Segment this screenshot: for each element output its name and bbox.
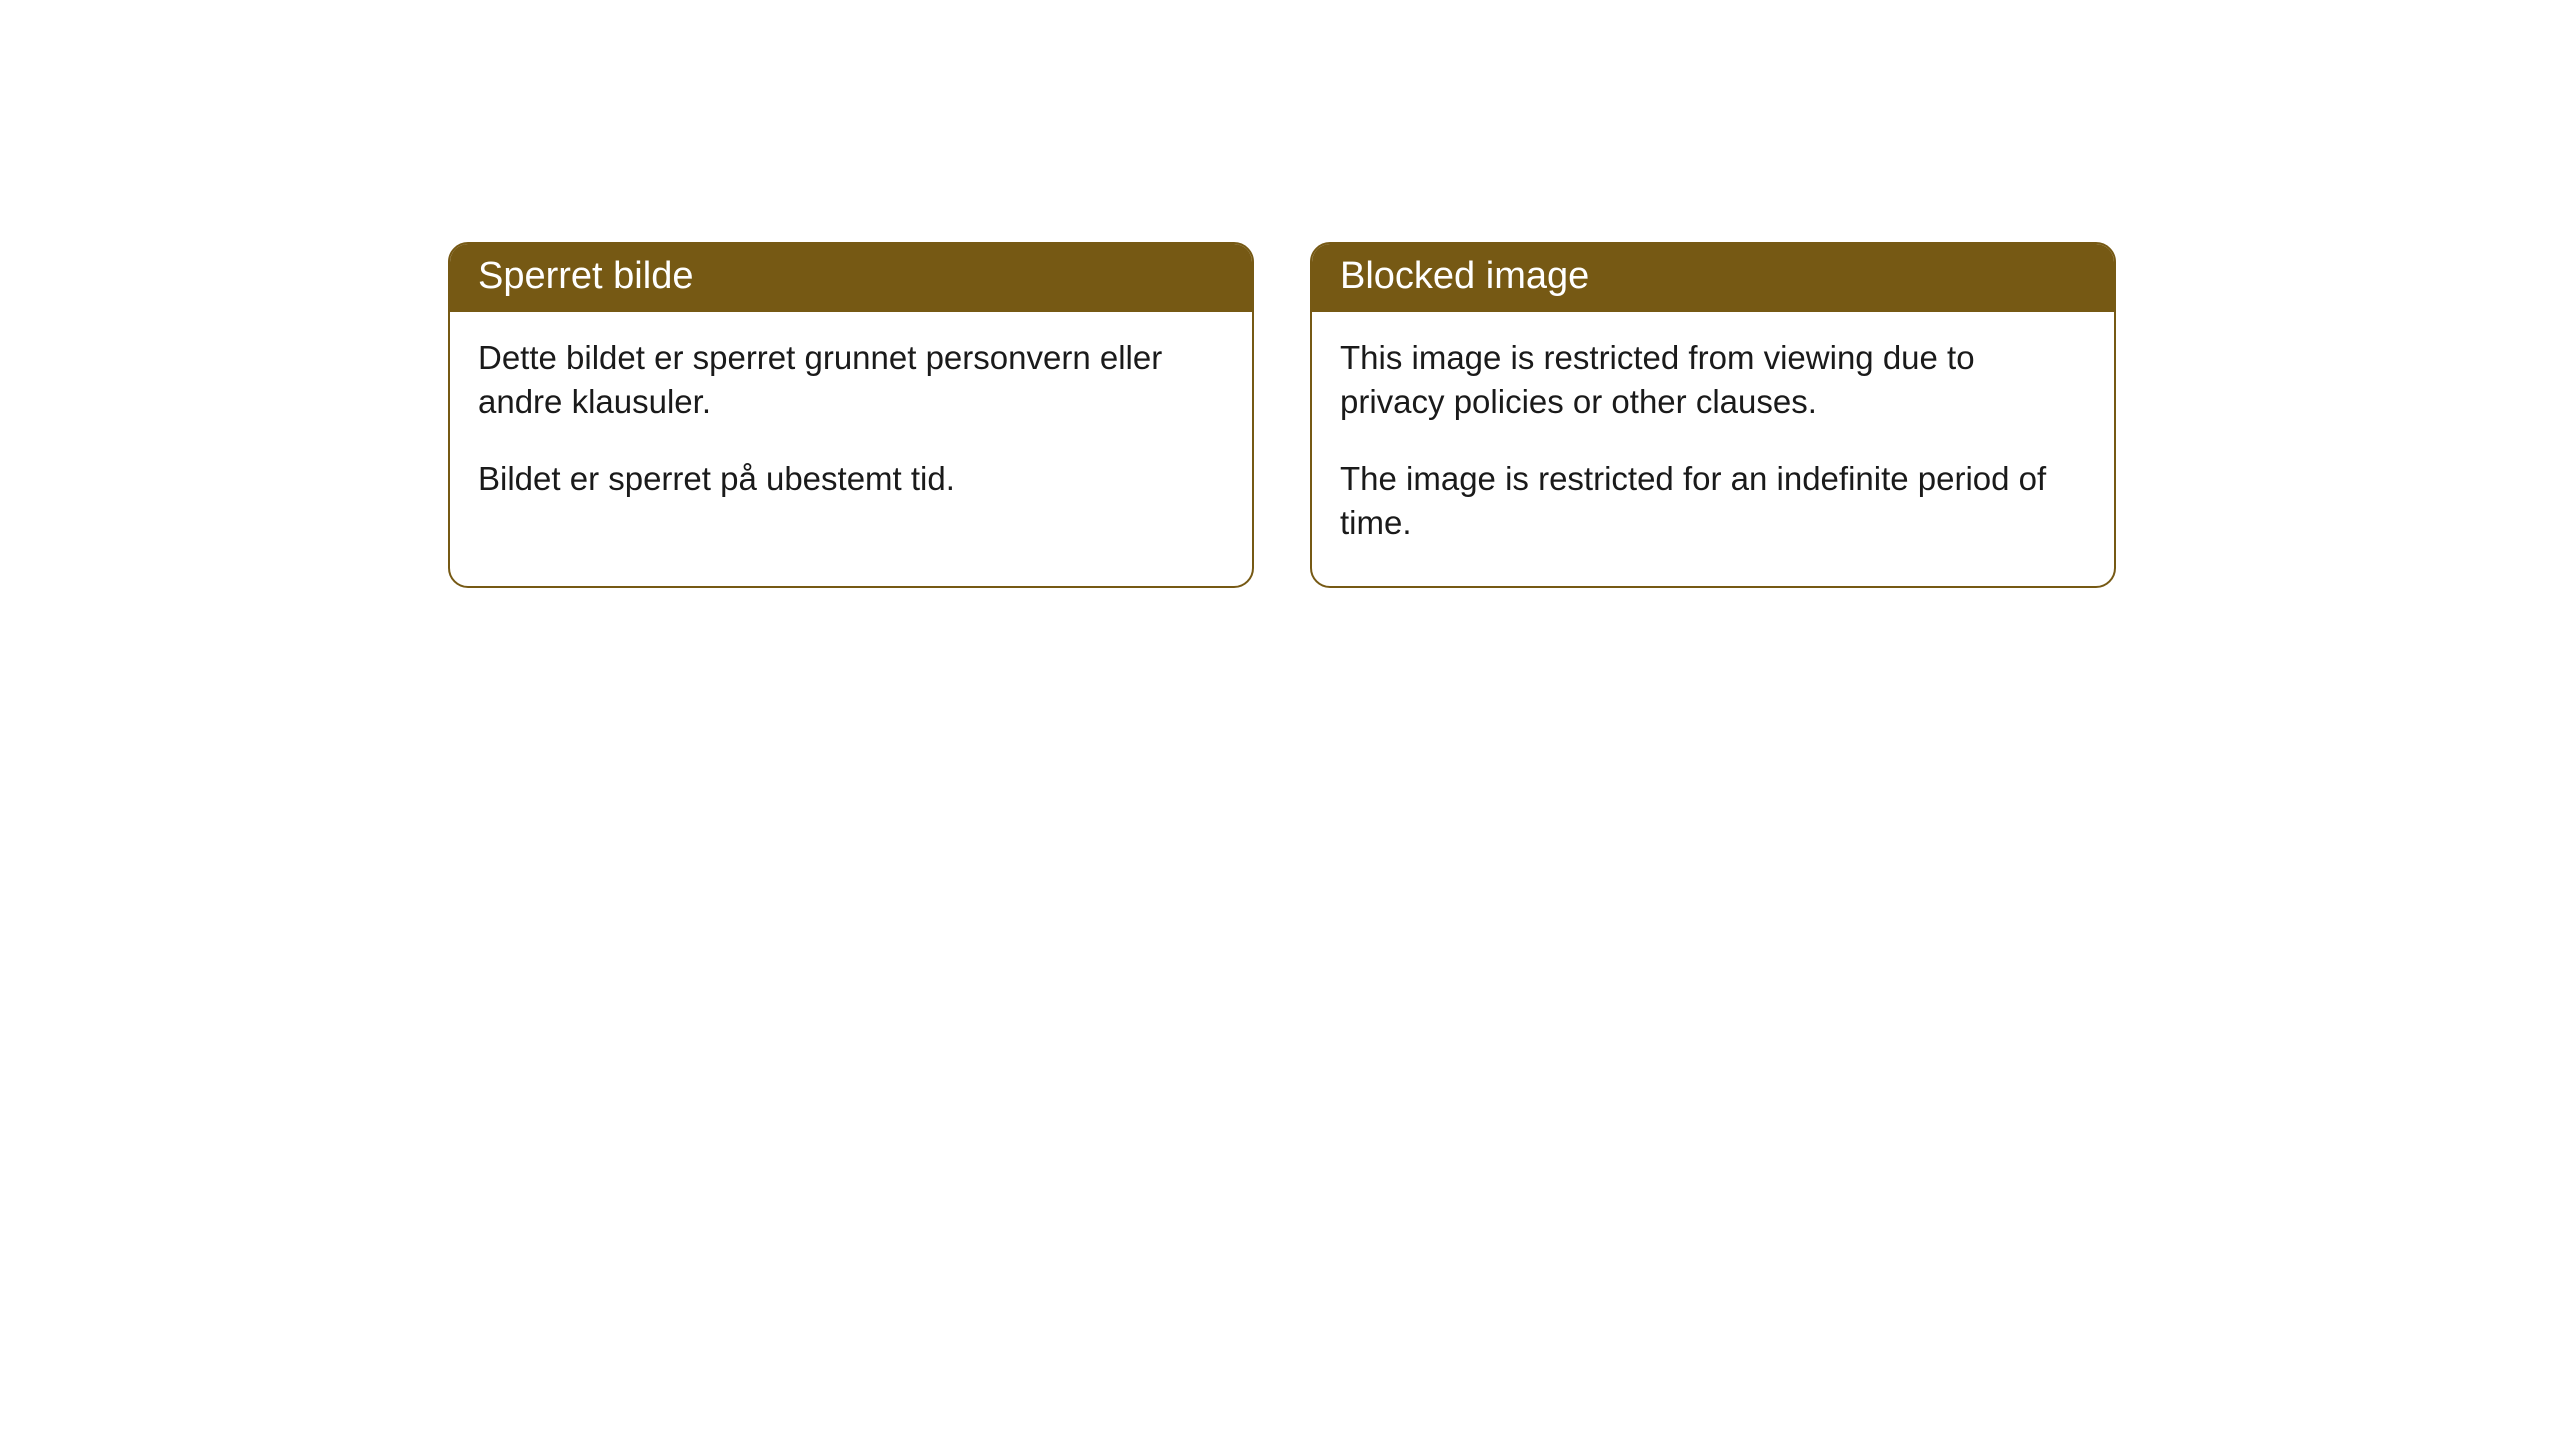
notice-cards-container: Sperret bilde Dette bildet er sperret gr… [0,0,2560,588]
blocked-image-card-norwegian: Sperret bilde Dette bildet er sperret gr… [448,242,1254,588]
card-header: Blocked image [1312,244,2114,312]
card-paragraph: The image is restricted for an indefinit… [1340,457,2086,546]
card-body: Dette bildet er sperret grunnet personve… [450,312,1252,542]
card-header: Sperret bilde [450,244,1252,312]
card-body: This image is restricted from viewing du… [1312,312,2114,586]
blocked-image-card-english: Blocked image This image is restricted f… [1310,242,2116,588]
card-paragraph: Bildet er sperret på ubestemt tid. [478,457,1224,502]
card-paragraph: This image is restricted from viewing du… [1340,336,2086,425]
card-paragraph: Dette bildet er sperret grunnet personve… [478,336,1224,425]
